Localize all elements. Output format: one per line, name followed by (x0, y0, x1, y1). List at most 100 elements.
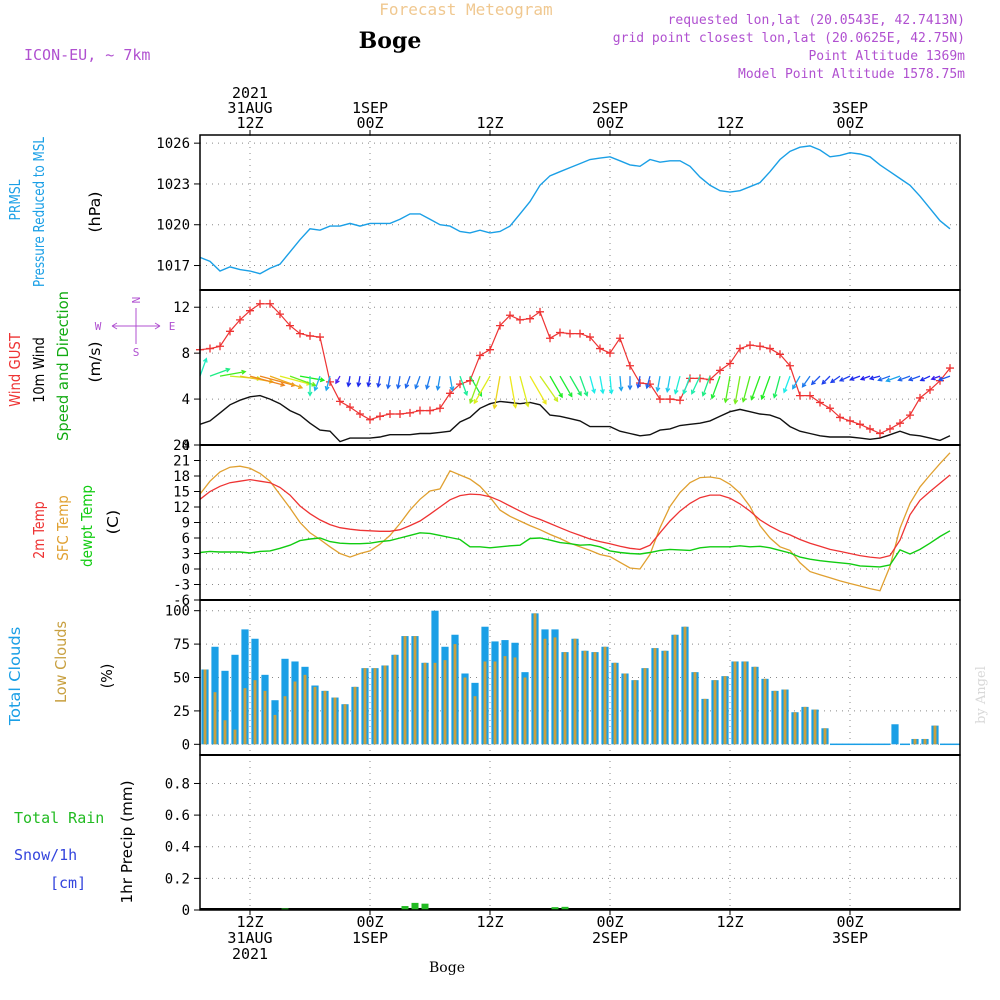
rain-bar (551, 907, 559, 910)
wind-arrow-head (225, 367, 231, 373)
grid-layer (200, 135, 960, 911)
air-temp-line (199, 474, 951, 559)
wind-arrow-head (859, 375, 866, 381)
wind-arrow-shaft (589, 375, 596, 393)
wind-arrow-head (425, 384, 430, 390)
wind-arrow-shaft (426, 375, 431, 389)
gust-marker (486, 345, 494, 354)
wind-arrow-head (636, 383, 641, 389)
wind-arrow-head (801, 382, 807, 388)
wind-arrow-shaft (347, 375, 351, 387)
wind-arrow-shaft (878, 375, 891, 381)
gust-marker (696, 374, 704, 383)
wind-arrow-shaft (414, 375, 421, 389)
precip-axis-label: 1hr Precip (mm) (118, 781, 136, 904)
low-clouds-label: Low Clouds (52, 621, 70, 703)
clouds-ytick-label: 25 (173, 704, 190, 720)
wind-arrow (385, 375, 391, 390)
low-cloud-bar (393, 654, 397, 745)
total-cloud-bar (891, 724, 899, 745)
wind-arrow-head (849, 376, 855, 381)
wind-arrow-shaft (357, 375, 361, 387)
gust-marker (866, 424, 874, 433)
wind-arrow-head (877, 376, 883, 382)
wind-arrow-shaft (886, 375, 901, 382)
wind-arrow-shaft (387, 375, 391, 389)
wind-arrow-head (829, 378, 836, 384)
gust-marker (776, 350, 784, 359)
gust-marker (756, 342, 764, 351)
wind-arrow-shaft (609, 376, 613, 394)
wind-arrow (885, 375, 901, 383)
gust-marker (836, 413, 844, 422)
wind-arrow (249, 375, 286, 387)
pressure-ytick-label: 1026 (156, 136, 190, 152)
credit-text: by Angel (974, 666, 989, 724)
gust-marker (376, 412, 384, 421)
wind-arrow (313, 375, 321, 392)
gust-marker (256, 299, 264, 308)
wind-arrow-shaft (802, 375, 811, 388)
gust-marker (506, 311, 514, 320)
gust-marker (536, 307, 544, 316)
top-time-label: 12Z (236, 114, 263, 132)
gust-marker (316, 333, 324, 342)
wind-arrow (356, 375, 362, 388)
gust-marker (686, 374, 694, 383)
temp-ytick-label: 6 (182, 531, 190, 547)
wind-arrow (346, 375, 352, 388)
temp-ytick-label: 12 (173, 500, 190, 516)
gust-marker (816, 398, 824, 407)
wind-arrow-head (907, 376, 914, 382)
wind-arrow (627, 376, 633, 391)
gust-marker (396, 410, 404, 418)
low-cloud-bar (763, 678, 767, 745)
low-cloud-bar (223, 720, 227, 745)
wind-arrow-head (741, 397, 747, 403)
gust-marker (656, 395, 664, 404)
wind-arrow-head (710, 394, 716, 400)
gust-marker (546, 334, 554, 343)
wind-arrow (199, 357, 208, 377)
low-cloud-bar (713, 680, 717, 745)
wind-arrow (492, 375, 501, 410)
wind-arrow (655, 375, 661, 393)
wind-arrow-shaft (459, 375, 468, 396)
wind-arrow-head (241, 369, 247, 375)
wind-arrow-head (583, 391, 589, 397)
temp-ytick-label: 21 (173, 454, 190, 470)
wind-arrow-head (385, 384, 391, 390)
low-cloud-bar (673, 634, 677, 745)
wind-arrow-shaft (279, 375, 311, 385)
wind-arrow-shaft (209, 368, 230, 377)
precip-ytick-label: 0.6 (165, 808, 190, 824)
wind-arrow-shaft (549, 375, 563, 398)
wind-arrow-shaft (529, 375, 547, 405)
wind-arrow-shaft (860, 375, 871, 380)
wind-arrow-shaft (674, 375, 681, 394)
wind-unit: (m/s) (86, 342, 104, 383)
wind-arrow-head (690, 389, 696, 395)
bottom-time-label: 3SEP (832, 929, 868, 947)
bottom-time-label: 12Z (236, 913, 263, 931)
low-cloud-bar (323, 690, 327, 745)
precip-frame (199, 754, 961, 911)
gust-marker (296, 329, 304, 338)
gust-marker (766, 344, 774, 353)
low-cloud-bar (743, 661, 747, 745)
precip-ytick-label: 0.4 (165, 840, 190, 856)
pressure-label: PRMSL (6, 179, 24, 221)
bottom-time-label: 2021 (232, 945, 268, 963)
wind-arrow (741, 375, 751, 403)
low-cloud-bar (623, 673, 627, 745)
wind-arrow-head (665, 387, 671, 394)
wind-arrow-shaft (691, 375, 701, 394)
wind-arrow-head (782, 388, 788, 394)
wind-arrow-head (750, 395, 755, 401)
top-time-label: 31AUG (227, 99, 272, 117)
temp-ytick-label: 0 (182, 562, 190, 578)
low-cloud-bar (643, 668, 647, 745)
dewpt-temp-line (199, 530, 951, 568)
gust-marker (356, 410, 364, 418)
compass-n: N (130, 297, 143, 304)
